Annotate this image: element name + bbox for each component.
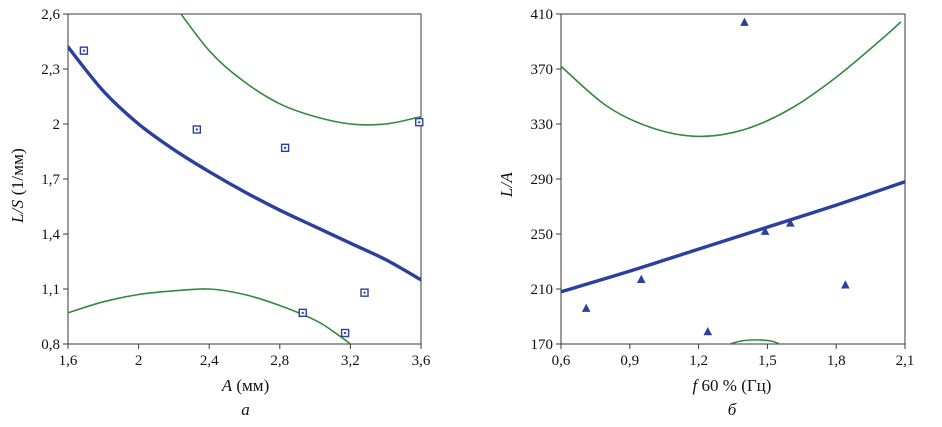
y-axis-unit-a: (1/мм) [8,147,27,200]
y-tick-label: 290 [531,172,554,188]
panel-b: L/A 0,6 0,9 1,2 1,5 1,8 2,1 170 210 250 290 330 370… [495,6,919,420]
x-axis-unit-a: (мм) [232,376,270,395]
x-tick-label: 3,6 [412,353,431,369]
x-axis-variable-b: f [692,376,698,395]
plot-column-a: 1,6 2 2,4 2,8 3,2 3,6 0,8 1,1 1,4 1,7 2 2,3 2,6 A (м… [30,6,435,420]
y-tick-label: 410 [531,7,554,23]
data-point-square-center [418,121,421,124]
x-axis-label-a: A (мм) [30,376,435,396]
data-point-square-center [363,291,366,294]
y-tick-label: 1,4 [41,227,60,243]
data-point-triangle [636,274,646,283]
upper-confidence-band [561,21,902,138]
x-tick-label: 0,6 [552,353,571,369]
data-point-square-center [82,49,85,52]
data-point-square-center [195,128,198,131]
data-point-triangle [740,17,749,26]
data-point-triangle [760,226,770,235]
lower-confidence-band [727,339,782,344]
panel-a: L/S (1/мм) 1,6 2 2,4 2,8 3,2 3,6 0,8 1,1 1,4 1,7 2… [6,6,435,420]
data-point-square-center [301,311,304,314]
x-tick-label: 2 [135,353,143,369]
y-tick-label: 170 [531,337,554,353]
y-tick-label: 330 [531,117,554,133]
y-axis-label-b: L/A [497,172,517,197]
y-tick-label: 0,8 [41,337,60,353]
upper-confidence-band [180,14,421,126]
lower-confidence-band [68,288,352,344]
x-tick-label: 1,2 [689,353,708,369]
x-tick-label: 1,6 [59,353,78,369]
data-point-triangle [786,218,795,227]
x-axis-variable-a: A [221,376,233,395]
data-point-square-center [284,146,287,149]
chart-b-canvas: 0,6 0,9 1,2 1,5 1,8 2,1 170 210 250 290 330 370 410 [531,7,915,369]
data-point-square-center [344,332,347,334]
y-axis-label-a: L/S (1/мм) [8,148,28,223]
y-axis-label-col-a: L/S (1/мм) [6,6,30,420]
y-tick-label: 2 [53,117,61,133]
x-tick-label: 1,5 [758,353,777,369]
y-axis-variable-a: L/S [8,199,27,223]
y-tick-label: 1,1 [41,282,60,298]
fit-line [68,45,421,282]
panel-label-b: б [727,400,737,419]
y-tick-label: 2,6 [41,7,60,23]
plot-column-b: 0,6 0,9 1,2 1,5 1,8 2,1 170 210 250 290 330 370 410 … [519,6,919,420]
x-axis-unit-b: 60 % (Гц) [697,376,772,395]
x-tick-label: 2,4 [200,353,219,369]
chart-a-canvas: 1,6 2 2,4 2,8 3,2 3,6 0,8 1,1 1,4 1,7 2 2,3 2,6 [41,7,431,369]
y-tick-label: 2,3 [41,62,60,78]
y-tick-label: 210 [531,282,554,298]
x-tick-label: 3,2 [341,353,360,369]
data-point-triangle [703,327,713,336]
data-point-triangle [841,280,850,289]
panel-label-a: а [241,400,250,419]
data-point-triangle [581,303,591,312]
fit-line [561,180,905,294]
y-axis-variable-b: L/A [497,172,516,198]
x-tick-label: 1,8 [827,353,846,369]
x-axis-label-b: f 60 % (Гц) [519,376,919,396]
y-tick-label: 370 [531,62,554,78]
x-tick-label: 2,1 [896,353,915,369]
y-tick-label: 1,7 [41,172,60,188]
x-tick-label: 2,8 [270,353,289,369]
y-tick-label: 250 [531,227,554,243]
x-tick-label: 0,9 [620,353,639,369]
y-axis-label-col-b: L/A [495,6,519,420]
